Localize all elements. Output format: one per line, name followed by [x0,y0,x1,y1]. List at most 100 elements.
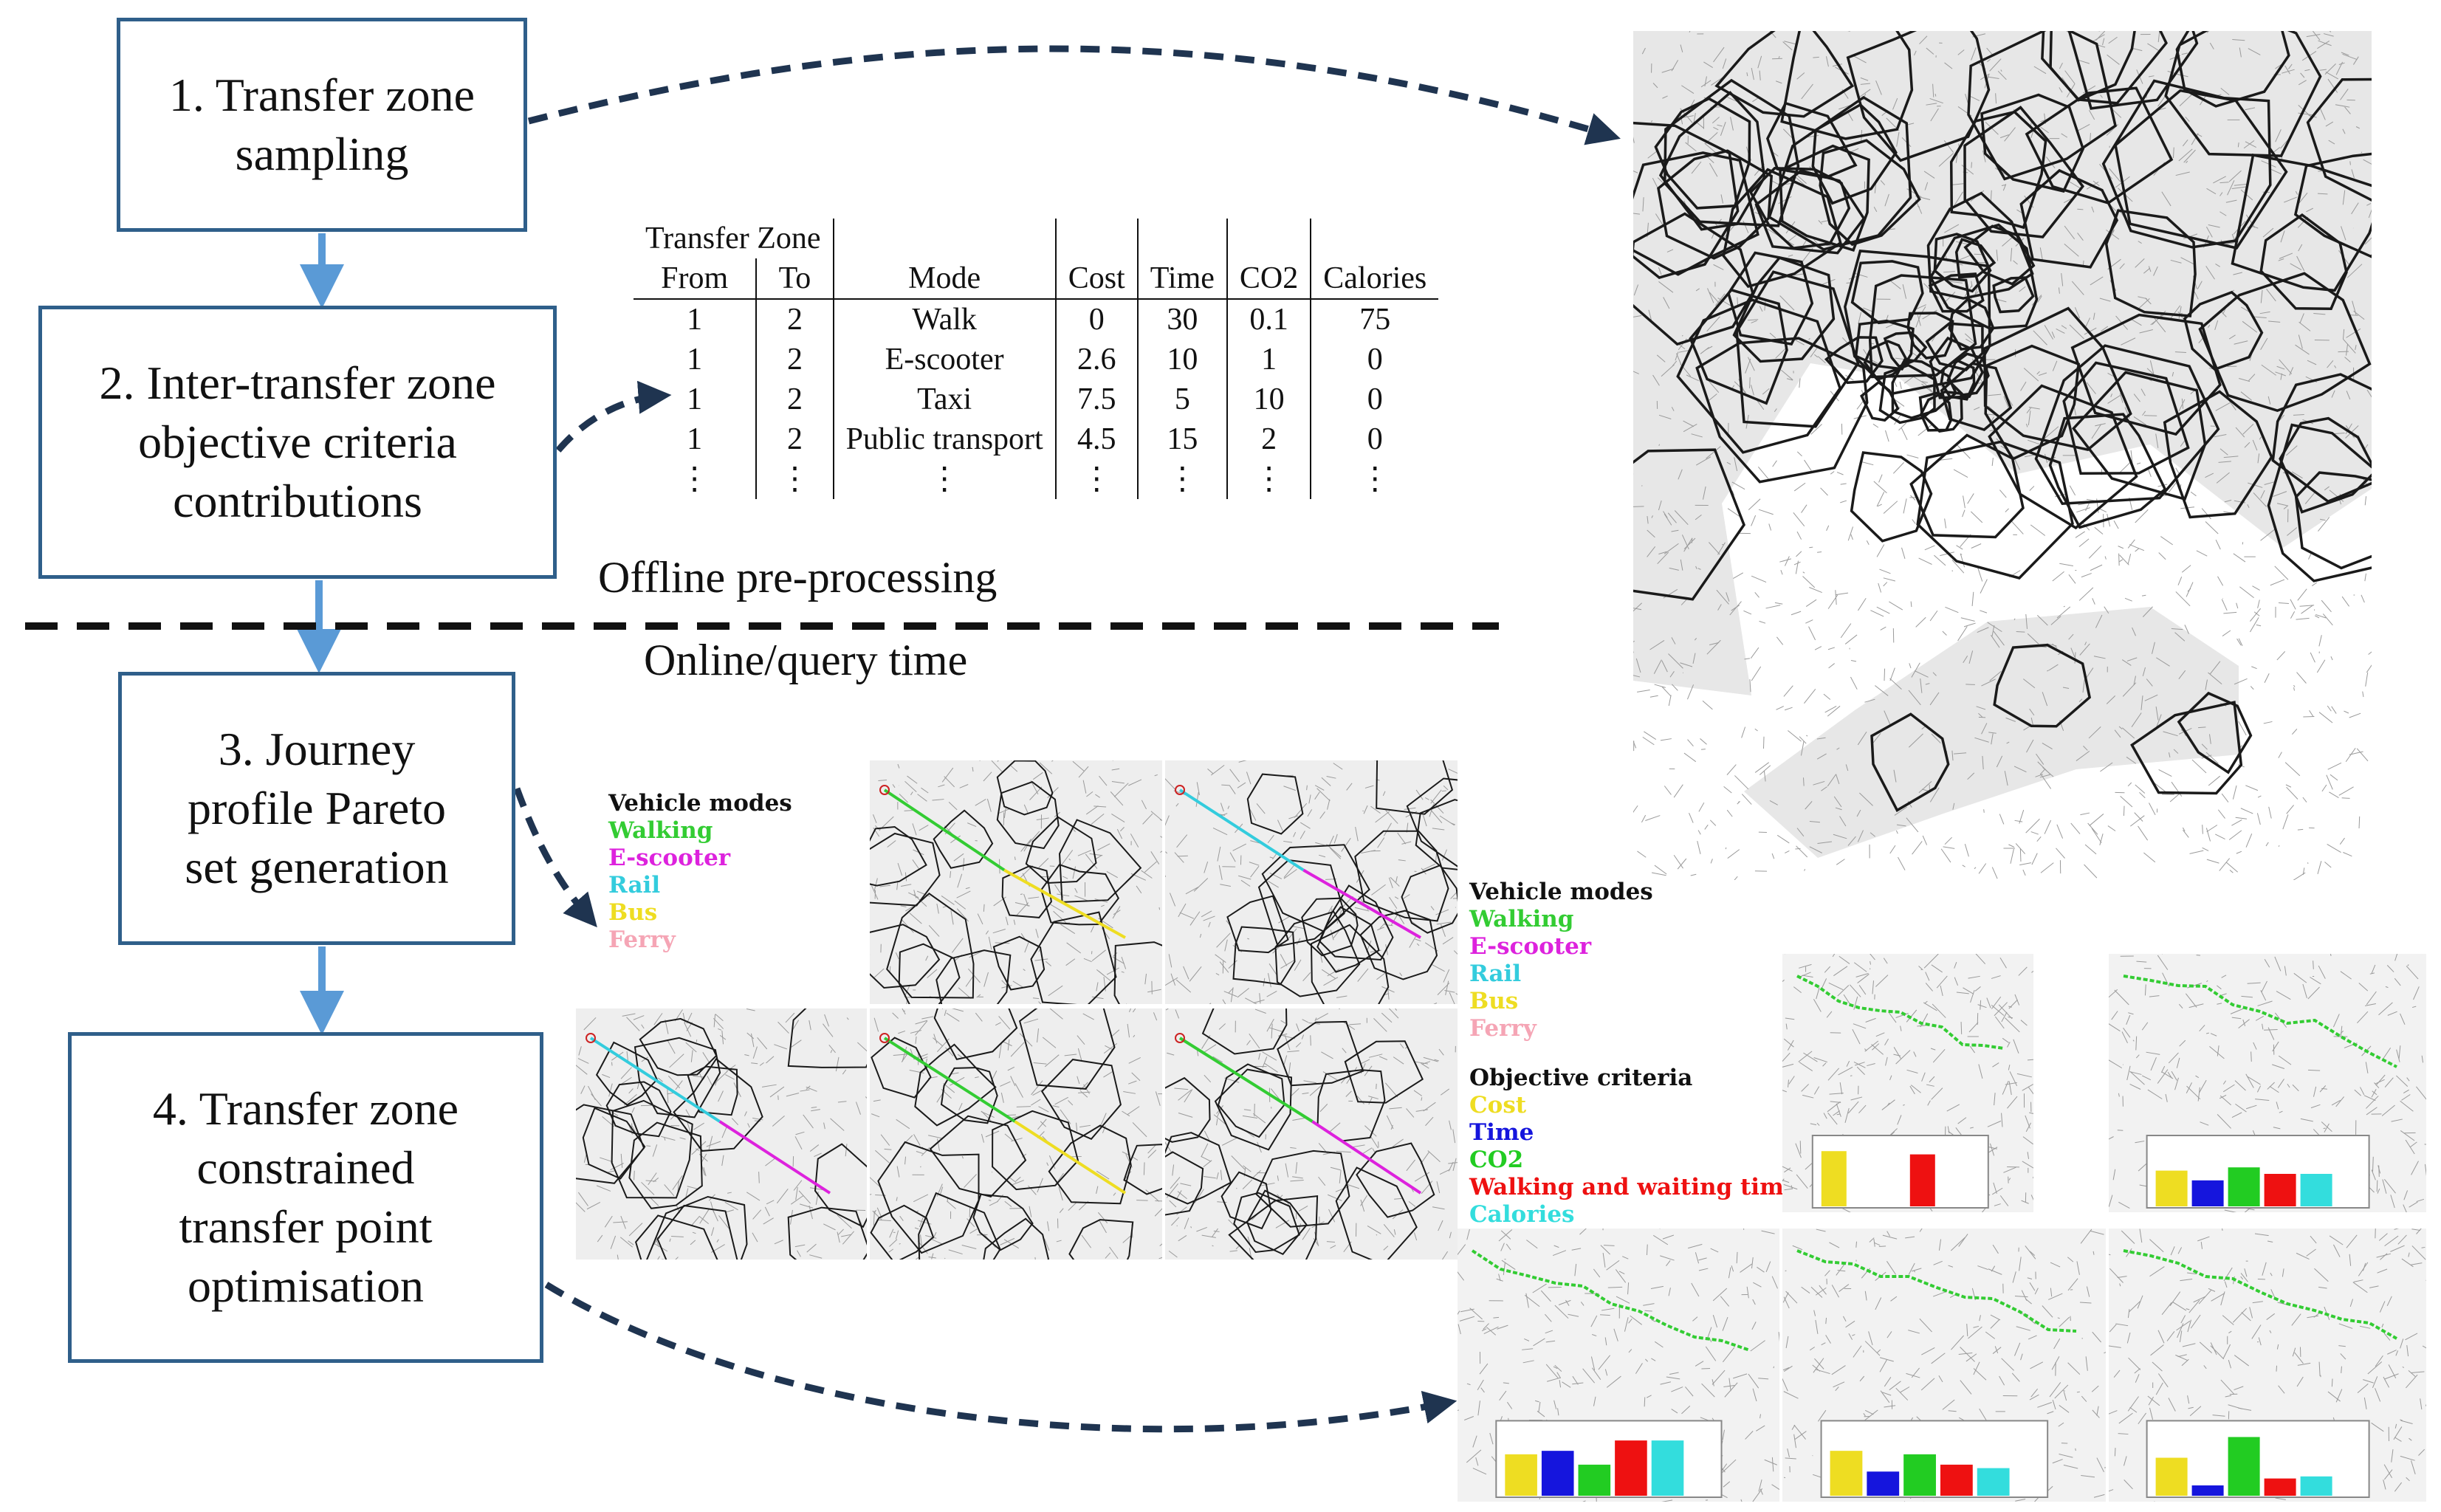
table-cell: 1 [687,382,703,416]
table-cell: 0 [1054,299,1138,340]
legend-item-cost: Cost [1469,1092,1527,1118]
flow-arrows [297,233,344,1035]
legend-item-e-scooter: E-scooter [1469,933,1592,960]
objective-criteria-legend: Objective criteria Cost Time CO2 Walking… [1469,1065,1799,1228]
legend-item-co2: CO2 [1469,1147,1524,1173]
criteria-bar [2155,1170,2188,1206]
legend-title: Vehicle modes [1469,879,1653,905]
optimised-panel [1458,1228,1779,1502]
legend-item-rail: Rail [1469,961,1522,987]
criteria-bar [2300,1476,2332,1496]
step-4-box: 4. Transfer zone constrained transfer po… [68,1032,543,1363]
step-1-label: 1. Transfer zone sampling [168,69,476,180]
legend-item-ferry: Ferry [608,927,676,953]
table-cell: 2 [755,379,834,419]
criteria-bar [1903,1454,1936,1496]
table-cell: ⋮ [1136,459,1227,499]
legend-item-walking: Walking [608,817,713,844]
optimised-panel [1782,954,2033,1212]
criteria-bar [2228,1167,2260,1206]
legend-title: Objective criteria [1469,1065,1693,1091]
table-cell: ⋮ [679,462,710,496]
optimised-panel [2109,954,2426,1212]
criteria-bar [2228,1437,2260,1496]
table-cell: 4.5 [1054,419,1138,459]
legend-item-rail: Rail [608,872,661,898]
table-cell: 2 [755,299,834,340]
col-time: Time [1136,258,1227,300]
table-cell: 30 [1136,299,1227,340]
dashed-arrows [513,45,1621,1433]
transfer-zone-table: Transfer Zone From To Mode Cost Time CO2… [634,219,1439,499]
online-label: Online/query time [644,636,968,684]
table-cell: 1 [687,303,703,337]
table-cell: E-scooter [832,340,1056,379]
step-2-label: 2. Inter-transfer zone objective criteri… [99,357,496,527]
table-cell: ⋮ [1310,459,1439,499]
pareto-panel [870,1008,1162,1260]
table-cell: 2 [755,340,834,379]
table-cell: 2 [1226,419,1311,459]
criteria-bar [2264,1174,2296,1206]
table-cell: 7.5 [1054,379,1138,419]
table-header-row: From To Mode Cost Time CO2 Calories [634,258,1439,300]
criteria-bar [2264,1478,2296,1496]
legend-item-walking-waiting: Walking and waiting time [1469,1174,1799,1200]
table-group-header-row: Transfer Zone [634,219,1439,258]
col-from: From [634,258,757,300]
criteria-bar [1940,1464,1973,1496]
pareto-panel [870,760,1162,1004]
table-cell: 0.1 [1226,299,1311,340]
vehicle-modes-legend: Vehicle modes Walking E-scooter Rail Bus… [608,790,792,954]
table-cell: 0 [1310,340,1439,379]
table-cell: Taxi [832,379,1056,419]
criteria-bar [1821,1151,1847,1206]
step-1-box: 1. Transfer zone sampling [117,18,527,232]
vehicle-modes-legend-2: Vehicle modes Walking E-scooter Rail Bus… [1469,879,1653,1042]
pareto-panel [576,1008,867,1260]
legend-item-ferry: Ferry [1469,1015,1537,1042]
table-cell: ⋮ [832,459,1056,499]
optimised-panel [1782,1228,2106,1502]
table-cell: 0 [1310,419,1439,459]
legend-item-bus: Bus [608,899,658,926]
criteria-bar [1909,1154,1935,1206]
criteria-bar [2300,1174,2332,1206]
criteria-bar [1541,1451,1574,1496]
criteria-bar [1867,1471,1900,1496]
table-cell: ⋮ [1054,459,1138,499]
arrow-step1-to-map [527,45,1621,145]
table-cell: 5 [1136,379,1227,419]
table-cell: ⋮ [1226,459,1311,499]
table-row: 1 2 Public transport 4.5 15 2 0 [634,419,1439,459]
arrow-step4-to-results [544,1282,1458,1433]
legend-item-calories: Calories [1469,1201,1575,1228]
table-row: ⋮ ⋮ ⋮ ⋮ ⋮ ⋮ ⋮ [634,459,1439,499]
col-cost: Cost [1054,258,1138,300]
offline-label: Offline pre-processing [598,553,998,602]
arrow-step3-to-legend [513,787,597,928]
step-3-label: 3. Journey profile Pareto set generation [185,723,449,893]
legend-item-e-scooter: E-scooter [608,845,731,871]
criteria-bar [1977,1468,2010,1496]
table-cell: 15 [1136,419,1227,459]
legend-item-walking: Walking [1469,906,1574,932]
legend-title: Vehicle modes [608,790,792,817]
table-cell: Public transport [832,419,1056,459]
table-row: 1 2 Walk 0 30 0.1 75 [634,299,1439,340]
table-cell: 10 [1226,379,1311,419]
criteria-bar [1651,1440,1684,1496]
table-cell: ⋮ [755,459,834,499]
col-mode: Mode [832,258,1056,300]
criteria-bar [2191,1485,2224,1496]
legend-item-bus: Bus [1469,988,1519,1014]
table-row: 1 2 E-scooter 2.6 10 1 0 [634,340,1439,379]
arrow-step2-to-table [555,380,672,453]
table-cell: 2.6 [1054,340,1138,379]
table-cell: 10 [1136,340,1227,379]
optimised-panel [2109,1228,2426,1502]
step-3-box: 3. Journey profile Pareto set generation [118,672,515,945]
table-cell: Walk [832,299,1056,340]
criteria-bar [2155,1457,2188,1496]
